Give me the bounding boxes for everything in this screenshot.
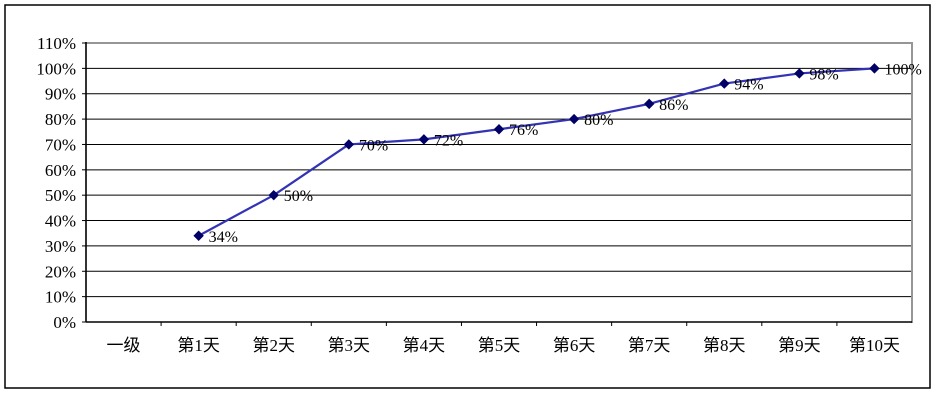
data-point-marker [268, 189, 279, 201]
y-axis-tick-label: 30% [45, 237, 76, 256]
y-axis-tick-label: 0% [53, 313, 76, 332]
data-point-label: 80% [584, 112, 613, 129]
data-point-label: 72% [434, 132, 463, 149]
data-point-marker [869, 63, 880, 74]
x-axis-category-label: 第10天 [849, 336, 900, 355]
x-axis-category-label: 第3天 [328, 336, 371, 355]
chart-border [4, 4, 931, 389]
data-point-marker [794, 68, 805, 79]
data-point-label: 34% [209, 229, 238, 246]
y-axis-tick-label: 90% [45, 85, 76, 104]
data-point-marker [568, 113, 580, 125]
x-axis-category-label: 第5天 [478, 336, 521, 355]
data-point-marker [418, 134, 430, 145]
y-axis-tick-label: 80% [45, 110, 76, 129]
x-axis-category-label: 第4天 [403, 336, 446, 355]
data-point-marker [193, 230, 204, 241]
y-axis-tick-label: 70% [45, 135, 76, 154]
x-axis-category-label: 第8天 [703, 336, 746, 355]
data-point-label: 98% [809, 66, 838, 83]
data-point-marker [643, 98, 655, 110]
y-axis-tick-label: 100% [36, 59, 76, 78]
x-axis-category-label: 第7天 [628, 336, 671, 355]
y-axis-tick-label: 110% [37, 34, 76, 53]
data-point-label: 76% [509, 122, 538, 139]
data-point-label: 70% [359, 137, 388, 154]
data-point-marker [493, 124, 505, 135]
data-point-marker [719, 78, 730, 89]
series-line [198, 67, 875, 237]
data-point-label: 50% [284, 188, 313, 205]
x-axis-category-label: 第9天 [778, 336, 821, 355]
data-point-label: 94% [734, 77, 763, 94]
x-axis-category-label: 一级 [107, 336, 141, 355]
data-point-label: 86% [659, 97, 688, 114]
y-axis-tick-label: 20% [45, 262, 76, 281]
y-axis-tick-label: 60% [45, 161, 76, 180]
y-axis-tick-label: 40% [45, 212, 76, 231]
y-axis-tick-label: 50% [45, 186, 76, 205]
x-axis-category-label: 第2天 [252, 336, 295, 355]
data-point-marker [343, 139, 355, 150]
x-axis-category-label: 第6天 [553, 336, 596, 355]
x-axis-category-label: 第1天 [177, 336, 220, 355]
data-point-label: 100% [884, 61, 921, 78]
y-axis-tick-label: 10% [45, 288, 76, 307]
